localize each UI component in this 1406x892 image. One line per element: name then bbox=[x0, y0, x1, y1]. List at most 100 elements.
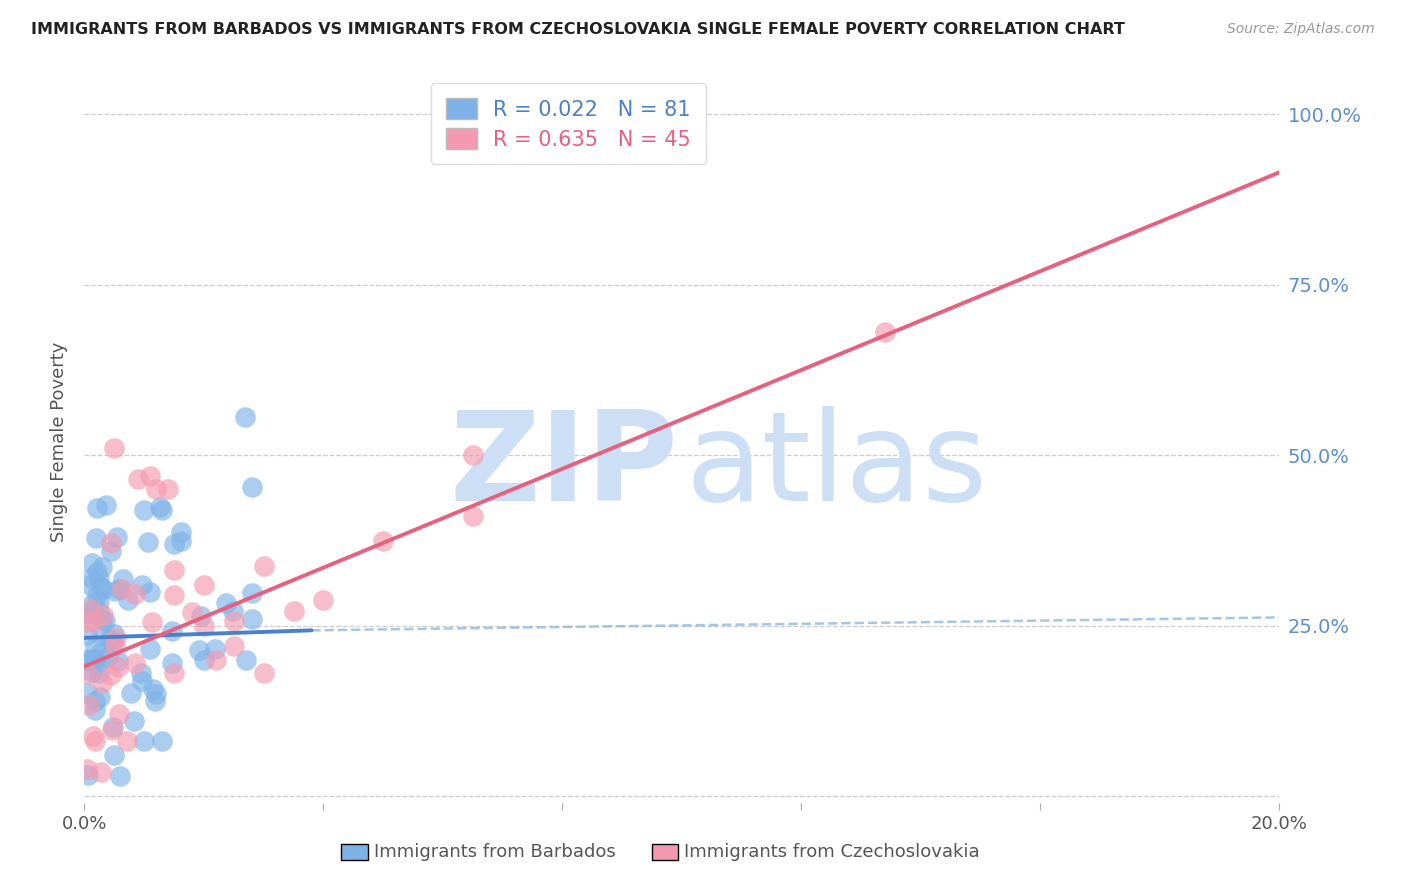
Point bbox=[163, 588, 186, 602]
Point bbox=[131, 673, 153, 688]
Point bbox=[312, 593, 335, 607]
Point bbox=[222, 614, 245, 628]
Point bbox=[373, 533, 395, 548]
Point bbox=[127, 472, 149, 486]
Point bbox=[103, 626, 125, 640]
Point bbox=[120, 686, 142, 700]
Point bbox=[205, 653, 228, 667]
Point bbox=[162, 624, 184, 638]
Point bbox=[91, 628, 114, 642]
Point bbox=[157, 482, 180, 496]
Point bbox=[253, 666, 276, 681]
Point bbox=[93, 614, 115, 628]
Point bbox=[131, 578, 153, 592]
Point bbox=[98, 631, 121, 645]
Point bbox=[84, 531, 107, 545]
Point bbox=[79, 654, 101, 668]
Point bbox=[283, 604, 305, 618]
Point bbox=[132, 502, 156, 516]
Point bbox=[112, 572, 135, 586]
Point bbox=[115, 733, 138, 747]
Point bbox=[86, 501, 108, 516]
Point bbox=[145, 482, 167, 496]
Point bbox=[93, 582, 115, 596]
Point bbox=[86, 565, 108, 579]
Point bbox=[193, 653, 215, 667]
Point bbox=[100, 637, 122, 651]
Point bbox=[139, 585, 162, 599]
Point bbox=[100, 536, 122, 550]
Point bbox=[233, 409, 256, 424]
Point bbox=[160, 656, 183, 670]
Point bbox=[83, 615, 105, 630]
Y-axis label: Single Female Poverty: Single Female Poverty bbox=[49, 342, 67, 541]
Point bbox=[188, 643, 211, 657]
Point bbox=[96, 498, 118, 512]
Point bbox=[193, 618, 215, 632]
Point bbox=[82, 729, 104, 743]
Point bbox=[76, 615, 98, 630]
Text: IMMIGRANTS FROM BARBADOS VS IMMIGRANTS FROM CZECHOSLOVAKIA SINGLE FEMALE POVERTY: IMMIGRANTS FROM BARBADOS VS IMMIGRANTS F… bbox=[31, 22, 1125, 37]
Point bbox=[83, 651, 105, 665]
Point bbox=[90, 764, 112, 779]
Point bbox=[89, 594, 111, 608]
Point bbox=[875, 326, 897, 340]
Point bbox=[253, 559, 276, 574]
Point bbox=[240, 612, 263, 626]
Point bbox=[103, 442, 125, 456]
Point bbox=[103, 748, 125, 763]
Point bbox=[181, 605, 204, 619]
Point bbox=[91, 613, 114, 627]
Point bbox=[100, 668, 122, 682]
Point bbox=[170, 533, 193, 548]
Point bbox=[84, 640, 107, 655]
FancyBboxPatch shape bbox=[342, 844, 367, 860]
Point bbox=[79, 601, 101, 615]
Legend: R = 0.022   N = 81, R = 0.635   N = 45: R = 0.022 N = 81, R = 0.635 N = 45 bbox=[432, 84, 706, 164]
Point bbox=[143, 694, 166, 708]
Text: Immigrants from Barbados: Immigrants from Barbados bbox=[374, 843, 616, 861]
Point bbox=[82, 596, 104, 610]
Point bbox=[82, 665, 104, 679]
Point bbox=[101, 720, 124, 734]
Point bbox=[80, 651, 103, 665]
Point bbox=[139, 642, 162, 657]
Point bbox=[190, 608, 212, 623]
Point bbox=[461, 448, 484, 462]
Point bbox=[110, 582, 132, 596]
Point bbox=[235, 653, 257, 667]
Point bbox=[117, 592, 139, 607]
Point bbox=[215, 596, 238, 610]
Point bbox=[105, 530, 128, 544]
Text: Source: ZipAtlas.com: Source: ZipAtlas.com bbox=[1227, 22, 1375, 37]
Point bbox=[240, 586, 263, 600]
Point bbox=[150, 734, 173, 748]
Point bbox=[150, 502, 173, 516]
Text: Immigrants from Czechoslovakia: Immigrants from Czechoslovakia bbox=[685, 843, 980, 861]
Point bbox=[76, 652, 98, 666]
Point bbox=[91, 560, 114, 574]
Point bbox=[76, 607, 98, 621]
FancyBboxPatch shape bbox=[652, 844, 678, 860]
Point bbox=[204, 642, 226, 657]
Point bbox=[461, 509, 484, 524]
Point bbox=[86, 656, 108, 670]
Point bbox=[90, 580, 112, 594]
Point bbox=[107, 654, 129, 668]
Point bbox=[86, 589, 108, 603]
Point bbox=[141, 615, 163, 630]
Point bbox=[108, 707, 131, 722]
Point bbox=[76, 628, 98, 642]
Point bbox=[101, 723, 124, 737]
Point bbox=[240, 480, 263, 494]
Point bbox=[87, 665, 110, 680]
Point bbox=[77, 698, 100, 713]
Point bbox=[170, 524, 193, 539]
Point bbox=[163, 563, 186, 577]
Point bbox=[87, 571, 110, 585]
Point bbox=[222, 604, 245, 618]
Point bbox=[79, 571, 101, 585]
Text: ZIP: ZIP bbox=[450, 407, 678, 527]
Point bbox=[222, 639, 245, 653]
Point bbox=[100, 543, 122, 558]
